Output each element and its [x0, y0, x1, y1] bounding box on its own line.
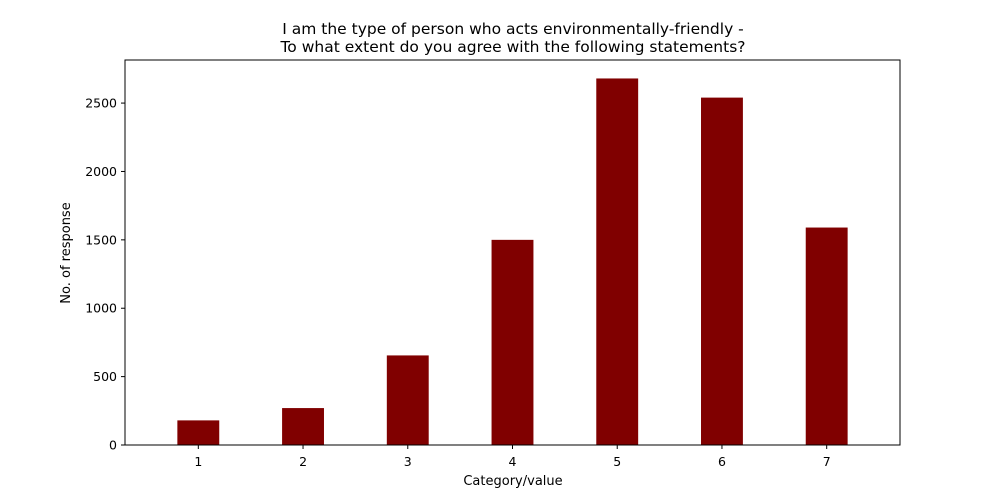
y-axis-ticks: 0 500 1000 1500 2000 2500 [85, 96, 125, 453]
x-tick-label: 5 [613, 454, 621, 469]
x-tick-label: 3 [404, 454, 412, 469]
bars-group [177, 78, 848, 446]
bar-2 [282, 408, 324, 445]
x-tick-label: 2 [299, 454, 307, 469]
bar-7 [805, 227, 848, 445]
bar-4 [491, 239, 534, 445]
plot-area-frame [124, 59, 901, 446]
x-axis-ticks: 1 2 3 4 5 6 7 [194, 445, 831, 469]
bar-3 [386, 355, 429, 445]
y-tick-label: 1500 [85, 232, 117, 247]
x-tick-label: 1 [194, 454, 202, 469]
y-tick-label: 1000 [85, 301, 117, 316]
y-tick-label: 2500 [85, 96, 117, 111]
x-tick-label: 7 [823, 454, 831, 469]
bar-1 [177, 420, 220, 445]
chart-subtitle: To what extent do you agree with the fol… [279, 38, 745, 56]
y-tick-label: 2000 [85, 164, 117, 179]
x-tick-label: 4 [509, 454, 517, 469]
y-tick-label: 500 [93, 369, 117, 384]
x-axis-label: Category/value [463, 474, 562, 489]
y-axis-label: No. of response [59, 202, 74, 303]
x-tick-label: 6 [718, 454, 726, 469]
chart-title: I am the type of person who acts environ… [282, 20, 744, 38]
bar-6 [701, 97, 743, 446]
bar-5 [596, 78, 639, 446]
y-tick-label: 0 [109, 438, 117, 453]
